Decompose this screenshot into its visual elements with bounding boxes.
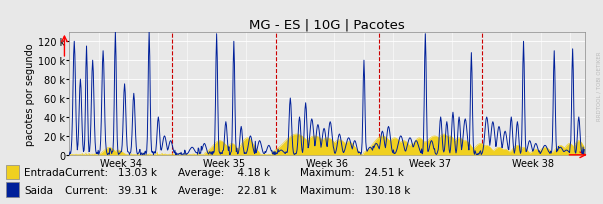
Text: Current:   39.31 k: Current: 39.31 k	[65, 185, 157, 195]
Text: Current:   13.03 k: Current: 13.03 k	[65, 167, 157, 177]
Text: Saida: Saida	[24, 185, 53, 195]
Text: Average:    4.18 k: Average: 4.18 k	[178, 167, 270, 177]
Title: MG - ES | 10G | Pacotes: MG - ES | 10G | Pacotes	[249, 19, 405, 31]
Text: RRDTOOL / TOBI OETIKER: RRDTOOL / TOBI OETIKER	[597, 51, 602, 120]
Y-axis label: pacotes por segundo: pacotes por segundo	[25, 43, 35, 145]
Text: Average:    22.81 k: Average: 22.81 k	[178, 185, 277, 195]
Text: Entrada: Entrada	[24, 167, 65, 177]
Text: Maximum:   24.51 k: Maximum: 24.51 k	[300, 167, 404, 177]
Text: Maximum:   130.18 k: Maximum: 130.18 k	[300, 185, 411, 195]
